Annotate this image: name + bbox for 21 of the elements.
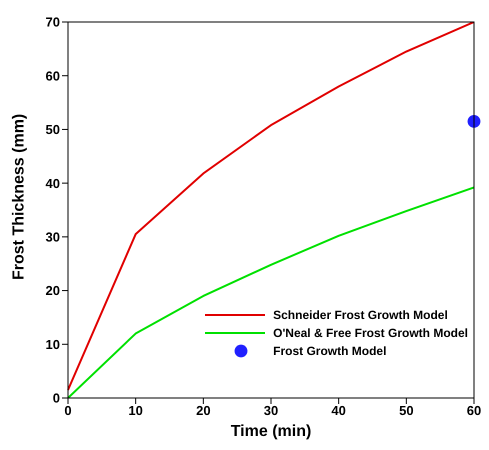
legend-label: O'Neal & Free Frost Growth Model	[273, 326, 468, 340]
x-tick-label: 10	[128, 403, 143, 418]
x-tick-label: 30	[264, 403, 278, 418]
y-axis-title: Frost Thickness (mm)	[10, 114, 28, 280]
line-series	[67, 186, 475, 398]
x-tick-label: 0	[64, 403, 72, 418]
x-tick-label: 60	[466, 403, 482, 418]
legend-label: Schneider Frost Growth Model	[273, 308, 448, 322]
y-tick-label: 10	[46, 336, 60, 352]
y-tick-label: 20	[46, 283, 60, 298]
y-tick-label: 0	[52, 390, 60, 406]
x-tick-label: 50	[399, 403, 414, 418]
x-axis-title: Time (min)	[230, 423, 312, 440]
x-tick-label: 20	[196, 403, 211, 418]
legend-label: Frost Growth Model	[273, 344, 386, 358]
y-tick-label: 60	[46, 68, 60, 84]
x-tick-label: 40	[331, 403, 346, 418]
y-tick-label: 30	[46, 229, 60, 244]
y-tick-label: 40	[46, 176, 60, 191]
y-tick-label: 50	[46, 122, 60, 138]
y-tick-label: 70	[46, 14, 60, 30]
